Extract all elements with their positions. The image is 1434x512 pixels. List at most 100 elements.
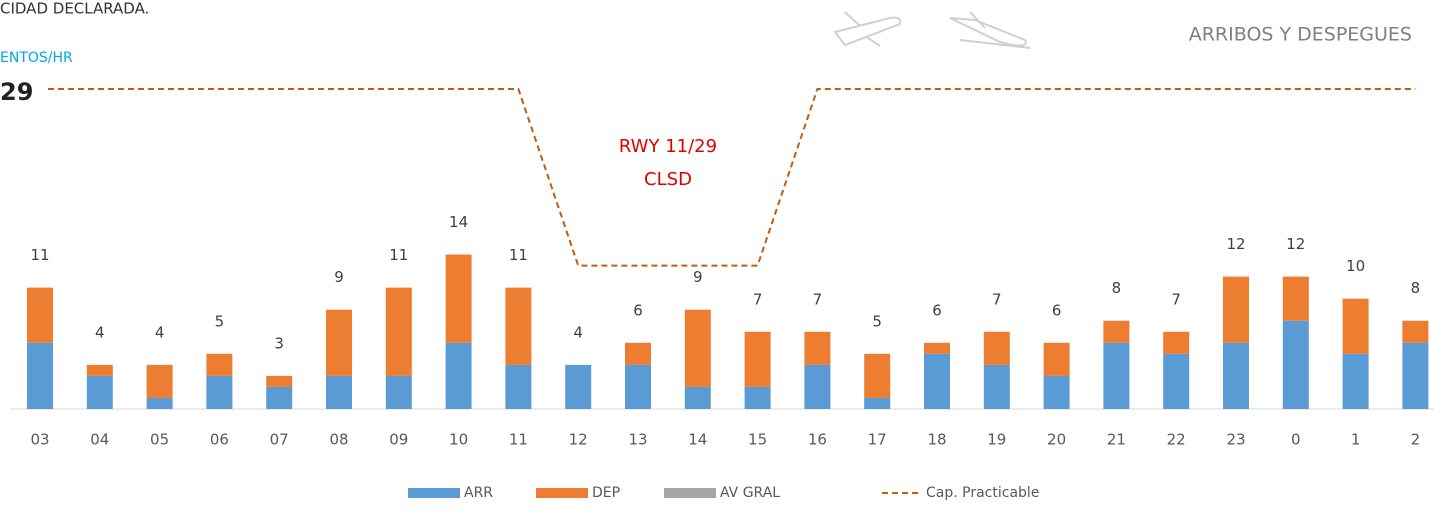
total-label: 4 xyxy=(155,323,165,341)
bar-segment xyxy=(266,386,293,409)
bar-segment xyxy=(804,364,831,409)
x-tick-label: 15 xyxy=(748,431,767,449)
bar-segment xyxy=(983,364,1010,409)
cap-label: 29 xyxy=(0,78,33,106)
total-label: 11 xyxy=(509,246,528,264)
bar-segment xyxy=(625,342,651,365)
bar-segment xyxy=(27,342,53,409)
bar-segment xyxy=(1282,320,1309,409)
x-tick-label: 18 xyxy=(927,431,946,449)
bar-segment xyxy=(266,375,293,387)
x-tick-label: 22 xyxy=(1167,431,1186,449)
bar-segment xyxy=(684,386,711,409)
x-tick-label: 17 xyxy=(868,431,887,449)
bar-segment xyxy=(1103,320,1130,343)
x-tick-label: 19 xyxy=(987,431,1006,449)
bar-segment xyxy=(1163,331,1190,354)
bar-segment xyxy=(326,375,352,409)
legend-swatch xyxy=(664,488,716,498)
x-tick-label: 11 xyxy=(509,431,528,449)
x-tick-label: 20 xyxy=(1047,431,1066,449)
x-tick-label: 03 xyxy=(30,431,49,449)
plane-icons xyxy=(833,11,1031,49)
bar-segment xyxy=(924,342,950,354)
legend-label: Cap. Practicable xyxy=(926,485,1039,501)
bar-segment xyxy=(206,353,233,376)
x-tick-label: 1 xyxy=(1351,431,1361,449)
bar-segment xyxy=(445,342,472,409)
bar-segment xyxy=(146,364,173,398)
x-tick-label: 05 xyxy=(150,431,169,449)
annotation: RWY 11/29 xyxy=(619,136,717,157)
bar-segment xyxy=(1282,276,1309,321)
bar-segment xyxy=(924,353,950,409)
bar-segment xyxy=(1342,298,1369,354)
legend-label: AV GRAL xyxy=(720,485,780,501)
bar-segment xyxy=(326,309,352,376)
total-label: 7 xyxy=(753,290,763,308)
total-label: 7 xyxy=(992,290,1002,308)
total-label: 10 xyxy=(1346,257,1365,275)
bar-segment xyxy=(505,364,532,409)
bar-segment xyxy=(1342,353,1369,409)
legend-label: DEP xyxy=(592,485,620,501)
bar-segment xyxy=(625,364,651,409)
total-label: 9 xyxy=(693,268,703,286)
x-tick-label: 09 xyxy=(389,431,408,449)
bar-segment xyxy=(565,364,592,409)
total-label: 11 xyxy=(389,246,408,264)
bar-segment xyxy=(1402,342,1429,409)
right-title: ARRIBOS Y DESPEGUES xyxy=(1189,24,1412,46)
total-label: 6 xyxy=(1052,301,1062,319)
total-label: 3 xyxy=(274,334,284,352)
bar-segment xyxy=(86,375,113,409)
x-tick-label: 2 xyxy=(1411,431,1421,449)
bar-segment xyxy=(1043,375,1070,409)
bar-segment xyxy=(146,397,173,409)
bar-segment xyxy=(744,386,771,409)
bar-segment xyxy=(385,287,412,376)
x-tick-label: 10 xyxy=(449,431,468,449)
bar-segment xyxy=(505,287,532,365)
cap-line xyxy=(48,88,1416,267)
x-tick-label: 23 xyxy=(1226,431,1245,449)
bar-segment xyxy=(864,397,891,409)
legend-swatch xyxy=(536,488,588,498)
total-label: 12 xyxy=(1226,235,1245,253)
total-label: 12 xyxy=(1286,235,1305,253)
total-label: 9 xyxy=(334,268,344,286)
bar-segment xyxy=(1043,342,1070,376)
x-tick-label: 13 xyxy=(628,431,647,449)
bar-segment xyxy=(1103,342,1130,409)
bar-segment xyxy=(804,331,831,365)
total-label: 4 xyxy=(95,323,105,341)
total-label: 8 xyxy=(1411,279,1421,297)
x-tick-label: 12 xyxy=(569,431,588,449)
total-label: 14 xyxy=(449,213,468,231)
bar-segment xyxy=(1223,276,1249,343)
total-label: 6 xyxy=(633,301,643,319)
x-tick-label: 0 xyxy=(1291,431,1301,449)
bar-segment xyxy=(744,331,771,387)
total-label: 7 xyxy=(813,290,823,308)
unit-label: ENTOS/HR xyxy=(0,50,73,66)
bar-segment xyxy=(1163,353,1190,409)
total-label: 11 xyxy=(30,246,49,264)
x-tick-label: 16 xyxy=(808,431,827,449)
bar-segment xyxy=(983,331,1010,365)
annotation: CLSD xyxy=(644,169,692,190)
total-label: 8 xyxy=(1112,279,1122,297)
header-title: CIDAD DECLARADA. xyxy=(0,0,149,18)
bar-segment xyxy=(27,287,53,343)
bar-segment xyxy=(385,375,412,409)
x-tick-label: 06 xyxy=(210,431,229,449)
total-label: 7 xyxy=(1171,290,1181,308)
bar-segment xyxy=(86,364,113,376)
total-label: 5 xyxy=(215,312,225,330)
bar-segment xyxy=(684,309,711,387)
x-tick-label: 14 xyxy=(688,431,707,449)
legend-swatch xyxy=(408,488,460,498)
total-label: 6 xyxy=(932,301,942,319)
total-label: 4 xyxy=(573,323,583,341)
